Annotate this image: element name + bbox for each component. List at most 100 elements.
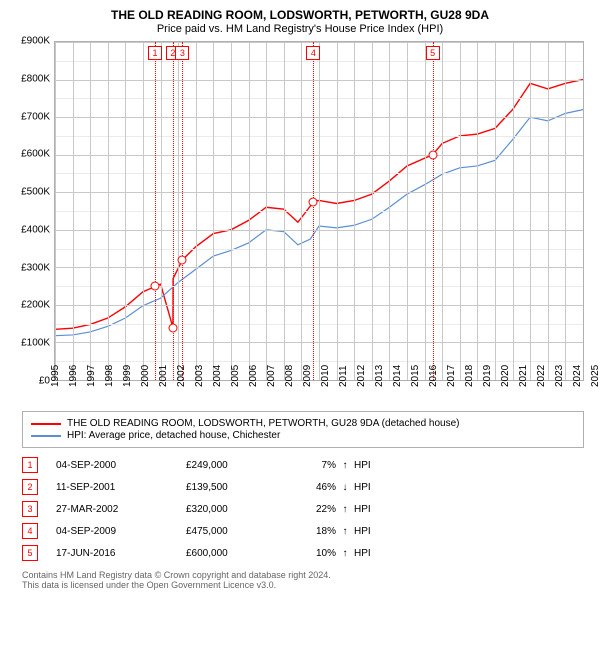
reference-line — [182, 42, 183, 380]
x-axis-label: 1996 — [68, 365, 86, 387]
sale-point — [428, 150, 437, 159]
row-index: 2 — [22, 479, 38, 495]
table-row: 104-SEP-2000£249,0007%↑HPI — [22, 454, 584, 476]
legend-swatch — [31, 423, 61, 425]
x-axis-label: 2021 — [518, 365, 536, 387]
row-hpi-label: HPI — [354, 548, 384, 559]
row-date: 04-SEP-2000 — [56, 460, 186, 471]
x-axis-label: 1995 — [50, 365, 68, 387]
x-axis-label: 2010 — [320, 365, 338, 387]
x-axis-label: 2002 — [176, 365, 194, 387]
row-index: 3 — [22, 501, 38, 517]
arrow-icon: ↓ — [336, 482, 354, 493]
sale-point — [150, 282, 159, 291]
table-row: 2 11-SEP-2001£139,50046%↓HPI — [22, 476, 584, 498]
row-price: £600,000 — [186, 548, 286, 559]
row-index: 4 — [22, 523, 38, 539]
row-percent: 22% — [286, 504, 336, 515]
x-axis-label: 2024 — [572, 365, 590, 387]
x-axis-label: 2009 — [302, 365, 320, 387]
row-index: 1 — [22, 457, 38, 473]
y-axis-label: £900K — [10, 36, 50, 47]
page: THE OLD READING ROOM, LODSWORTH, PETWORT… — [0, 0, 600, 650]
sale-point — [178, 255, 187, 264]
table-row: 4 04-SEP-2009£475,00018%↑HPI — [22, 520, 584, 542]
y-axis-label: £300K — [10, 262, 50, 273]
plot-area: 12345 — [54, 41, 584, 381]
sale-point — [309, 197, 318, 206]
table-row: 517-JUN-2016£600,00010%↑HPI — [22, 542, 584, 564]
legend-item: HPI: Average price, detached house, Chic… — [31, 430, 575, 441]
y-axis-label: £800K — [10, 73, 50, 84]
sale-point — [168, 323, 177, 332]
x-axis-label: 2001 — [158, 365, 176, 387]
row-date: 27-MAR-2002 — [56, 504, 186, 515]
row-percent: 18% — [286, 526, 336, 537]
x-axis-label: 2007 — [266, 365, 284, 387]
y-axis-label: £400K — [10, 224, 50, 235]
x-axis-label: 2008 — [284, 365, 302, 387]
row-hpi-label: HPI — [354, 504, 384, 515]
x-axis-label: 2023 — [554, 365, 572, 387]
reference-line — [313, 42, 314, 380]
page-title: THE OLD READING ROOM, LODSWORTH, PETWORT… — [10, 8, 590, 22]
reference-marker: 5 — [426, 46, 440, 60]
x-axis-label: 1998 — [104, 365, 122, 387]
page-subtitle: Price paid vs. HM Land Registry's House … — [10, 23, 590, 35]
x-axis-label: 2013 — [374, 365, 392, 387]
row-index: 5 — [22, 545, 38, 561]
footer-line-2: This data is licensed under the Open Gov… — [22, 580, 584, 590]
footer: Contains HM Land Registry data © Crown c… — [22, 570, 584, 590]
row-percent: 7% — [286, 460, 336, 471]
x-axis-label: 2019 — [482, 365, 500, 387]
row-date: 11-SEP-2001 — [56, 482, 186, 493]
x-axis-label: 2015 — [410, 365, 428, 387]
row-hpi-label: HPI — [354, 526, 384, 537]
reference-line — [433, 42, 434, 380]
legend: THE OLD READING ROOM, LODSWORTH, PETWORT… — [22, 411, 584, 448]
row-date: 17-JUN-2016 — [56, 548, 186, 559]
row-price: £475,000 — [186, 526, 286, 537]
footer-line-1: Contains HM Land Registry data © Crown c… — [22, 570, 584, 580]
x-axis-label: 2003 — [194, 365, 212, 387]
x-axis-label: 2020 — [500, 365, 518, 387]
legend-item: THE OLD READING ROOM, LODSWORTH, PETWORT… — [31, 418, 575, 429]
y-axis-label: £100K — [10, 338, 50, 349]
reference-marker: 1 — [148, 46, 162, 60]
reference-marker: 3 — [175, 46, 189, 60]
row-date: 04-SEP-2009 — [56, 526, 186, 537]
y-axis-label: £500K — [10, 187, 50, 198]
arrow-icon: ↑ — [336, 548, 354, 559]
x-axis-label: 2025 — [590, 365, 600, 387]
x-axis-label: 2014 — [392, 365, 410, 387]
y-axis-label: £600K — [10, 149, 50, 160]
x-axis-label: 1997 — [86, 365, 104, 387]
row-hpi-label: HPI — [354, 482, 384, 493]
sales-table: 104-SEP-2000£249,0007%↑HPI211-SEP-2001£1… — [22, 454, 584, 564]
x-axis-label: 2017 — [446, 365, 464, 387]
x-axis-label: 2022 — [536, 365, 554, 387]
x-axis-label: 2011 — [338, 365, 356, 387]
chart: £0 £100K £200K £300K £400K £500K £600K £700K £80… — [10, 41, 590, 401]
row-price: £249,000 — [186, 460, 286, 471]
row-price: £320,000 — [186, 504, 286, 515]
x-axis-label: 1999 — [122, 365, 140, 387]
x-axis-label: 2000 — [140, 365, 158, 387]
y-axis-label: £0 — [10, 376, 50, 387]
row-price: £139,500 — [186, 482, 286, 493]
reference-line — [155, 42, 156, 380]
x-axis-label: 2018 — [464, 365, 482, 387]
row-percent: 46% — [286, 482, 336, 493]
legend-label: HPI: Average price, detached house, Chic… — [67, 430, 280, 441]
y-axis-label: £700K — [10, 111, 50, 122]
legend-swatch — [31, 435, 61, 437]
x-axis-label: 2005 — [230, 365, 248, 387]
table-row: 3 27-MAR-2002£320,00022%↑HPI — [22, 498, 584, 520]
y-axis-label: £200K — [10, 300, 50, 311]
arrow-icon: ↑ — [336, 504, 354, 515]
reference-marker: 4 — [306, 46, 320, 60]
arrow-icon: ↑ — [336, 526, 354, 537]
legend-label: THE OLD READING ROOM, LODSWORTH, PETWORT… — [67, 418, 460, 429]
x-axis-label: 2012 — [356, 365, 374, 387]
x-axis-label: 2016 — [428, 365, 446, 387]
